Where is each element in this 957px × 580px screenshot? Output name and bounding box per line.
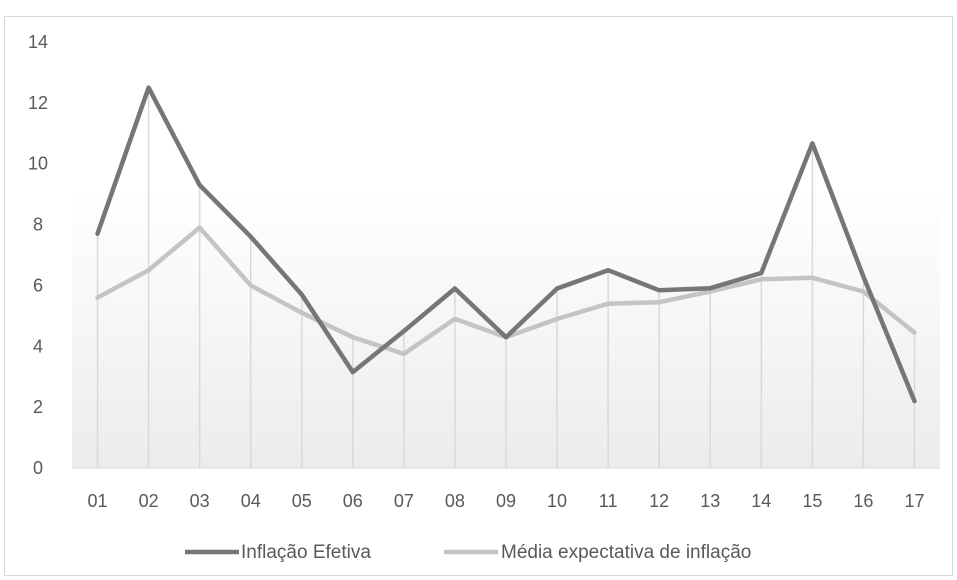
y-tick-label: 6 [33,275,43,295]
y-tick-label: 8 [33,215,43,235]
x-tick-label: 17 [904,491,924,511]
series-lines [95,85,917,404]
y-tick-label: 4 [33,336,43,356]
x-tick-label: 13 [700,491,720,511]
x-tick-label: 05 [292,491,312,511]
x-tick-label: 11 [599,491,618,511]
legend-label: Média expectativa de inflação [501,542,751,563]
y-tick-label: 14 [28,32,48,52]
x-tick-label: 07 [394,491,414,511]
x-tick-label: 04 [241,491,261,511]
x-tick-label: 01 [88,491,108,511]
x-tick-label: 16 [853,491,873,511]
y-tick-label: 2 [33,397,43,417]
y-axis: 0 2 4 6 8 10 12 14 [28,32,48,478]
x-tick-label: 12 [649,491,669,511]
series-line-inflacao-efetiva [95,85,917,404]
x-tick-label: 14 [751,491,771,511]
x-tick-label: 03 [190,491,210,511]
y-tick-label: 10 [28,154,48,174]
x-tick-label: 10 [547,491,567,511]
x-tick-label: 08 [445,491,465,511]
y-tick-label: 12 [28,93,48,113]
x-tick-label: 02 [139,491,159,511]
x-tick-label: 15 [802,491,822,511]
x-axis: 01 02 03 04 05 06 07 08 09 10 11 12 13 14 15 16 17 [88,491,925,511]
x-tick-label: 09 [496,491,516,511]
legend-label: Inflação Efetiva [241,542,371,563]
y-tick-label: 0 [33,458,43,478]
x-tick-label: 06 [343,491,363,511]
legend: Inflação Efetiva Média expectativa de inf… [185,542,751,563]
